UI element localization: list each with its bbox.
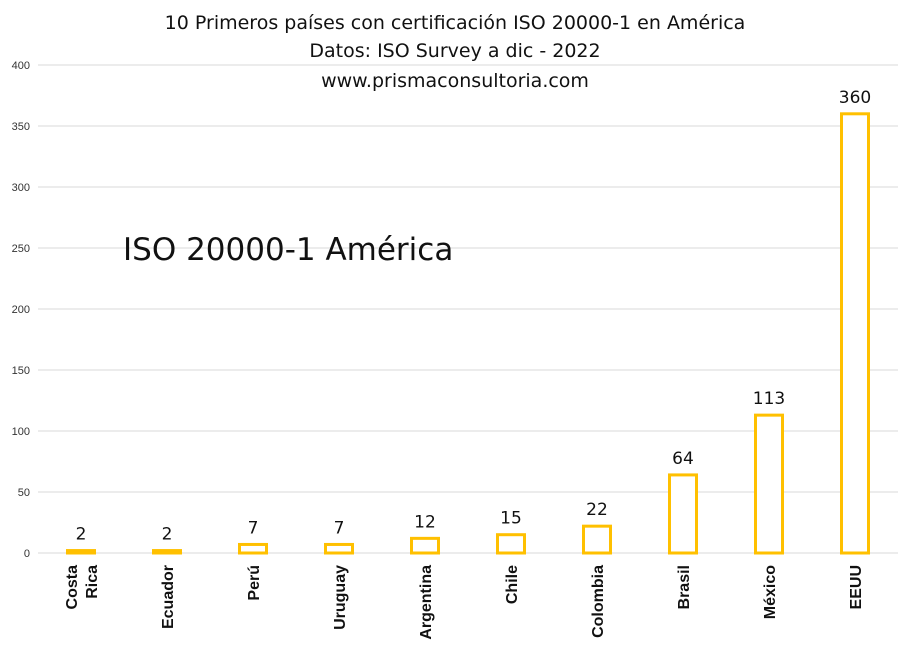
x-tick-label: Ecuador (160, 565, 177, 629)
data-label: 2 (76, 525, 87, 545)
bar (66, 549, 96, 555)
x-tick-label: Argentina (418, 565, 435, 640)
bar (496, 533, 526, 555)
x-tick-label-line: Colombia (590, 565, 607, 638)
x-tick-label-line: México (762, 565, 779, 619)
x-tick-label-line: Argentina (418, 565, 435, 640)
bar (152, 549, 182, 555)
x-tick-label: Costa Rica (64, 565, 101, 610)
data-label: 15 (500, 509, 522, 529)
y-tick-label: 200 (12, 304, 30, 316)
bar (754, 413, 784, 555)
data-label: 64 (672, 449, 694, 469)
chart-title-line-2: Datos: ISO Survey a dic - 2022 (309, 40, 601, 62)
x-tick-label: México (762, 565, 779, 619)
y-tick-label: 350 (12, 121, 30, 133)
bar (840, 112, 870, 555)
bar (582, 524, 612, 555)
y-tick-label: 400 (12, 60, 30, 72)
data-label: 7 (248, 518, 259, 538)
chart-annotation: ISO 20000-1 América (123, 232, 454, 268)
x-tick-label: Perú (246, 565, 263, 601)
data-label: 2 (162, 525, 173, 545)
data-label: 22 (586, 500, 608, 520)
data-label: 12 (414, 512, 436, 532)
x-tick-label-line: Ecuador (160, 565, 177, 629)
x-tick-label: Brasil (676, 565, 693, 609)
y-axis-ticks: 0 50 100 150 200 250 300 350 400 (12, 60, 30, 560)
x-tick-label-line: EEUU (848, 565, 865, 609)
x-tick-label: Colombia (590, 565, 607, 638)
x-tick-label-line: Uruguay (332, 565, 349, 630)
x-tick-label-line: Brasil (676, 565, 693, 609)
chart-title-line-1: 10 Primeros países con certificación ISO… (164, 12, 746, 34)
chart-title-line-3: www.prismaconsultoria.com (321, 70, 589, 92)
x-tick-label: Uruguay (332, 565, 349, 630)
y-tick-label: 250 (12, 243, 30, 255)
bar (410, 536, 440, 555)
x-axis-ticks: Costa Rica Ecuador Perú Uruguay Argentina Chil… (64, 565, 865, 640)
y-tick-label: 300 (12, 182, 30, 194)
x-tick-label-line: Chile (504, 565, 521, 604)
bar (668, 473, 698, 555)
bars (66, 112, 870, 555)
x-tick-label: Chile (504, 565, 521, 604)
data-label: 360 (839, 88, 871, 108)
y-tick-label: 150 (12, 365, 30, 377)
data-label: 113 (753, 389, 785, 409)
y-tick-label: 100 (12, 426, 30, 438)
bar (238, 542, 268, 555)
y-tick-label: 0 (24, 548, 30, 560)
data-label: 7 (334, 518, 345, 538)
bar (324, 542, 354, 555)
x-tick-label-line: Perú (246, 565, 263, 601)
x-tick-label-line: Costa (64, 565, 81, 610)
x-tick-label-line: Rica (84, 565, 101, 599)
x-tick-label: EEUU (848, 565, 865, 609)
y-tick-label: 50 (18, 487, 30, 499)
